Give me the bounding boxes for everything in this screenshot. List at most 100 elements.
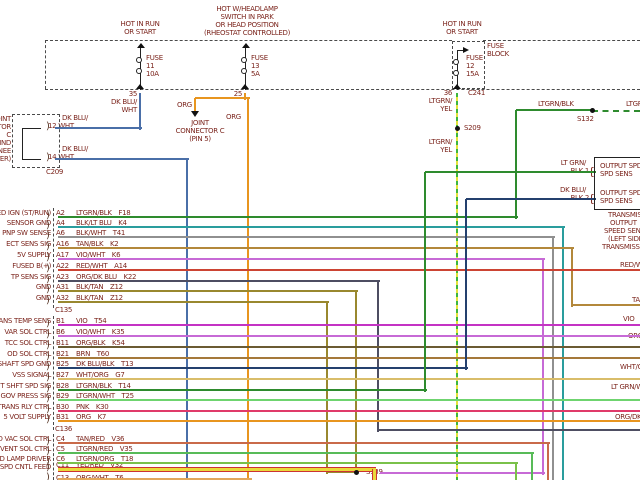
wire-b31	[58, 420, 640, 422]
pin36-hat	[453, 84, 461, 89]
wire-ltgrnblk-s132-dash	[592, 110, 640, 112]
fuse12-label-1: FUSE	[466, 54, 483, 62]
edgelabel-orgdkblu: ORG/DK BLU	[615, 413, 640, 421]
wire-ltgrnblk-s132	[516, 109, 594, 111]
rowval-a6: BLK/WHT T41	[76, 229, 125, 237]
rowlabel-c5: SPD VENT SOL CTRL	[0, 445, 51, 453]
pin35-hat	[136, 84, 144, 89]
sensor-box-row2-2: SPD SENS	[600, 197, 633, 205]
fuse13-label-2: 13	[251, 62, 260, 70]
wire-b11	[58, 346, 640, 348]
header-hot-mid-1: HOT W/HEADLAMP	[216, 5, 278, 13]
fuse-block-label-2: BLOCK	[487, 50, 509, 58]
rowlabel-a16: ECT SENS SIG	[6, 240, 51, 248]
wire-b25	[465, 199, 467, 370]
rowpin-a17: A17	[56, 251, 69, 259]
connector-pin-arc: )	[46, 121, 50, 132]
wire-c11	[372, 469, 377, 480]
fuse11-arrow-icon	[137, 43, 145, 48]
jcc-jumper	[22, 159, 41, 160]
rowlabel-a2: FUSED IGN (ST/RUN)	[0, 209, 51, 217]
sensor-caption-2: OUTPUT	[610, 219, 637, 227]
wire-a32	[326, 302, 328, 474]
rowlabel-b11: TCC SOL CTRL	[4, 339, 52, 347]
fuse11-label-2: 11	[146, 62, 155, 70]
conn-c135: C135	[55, 306, 73, 314]
fuse11-label-1: FUSE	[146, 54, 163, 62]
fuse-hook	[453, 70, 459, 76]
header-hot-mid-3: OR HEAD POSITION	[215, 21, 279, 29]
fuse-hook	[136, 57, 142, 63]
edgelabel-tanblk: TAN/BLK	[632, 296, 640, 304]
wire-a31	[355, 291, 357, 474]
pin-35: 35	[128, 90, 138, 98]
rowpin-c5: C5	[56, 445, 65, 453]
rowlabel-b31: 5 VOLT SUPPLY	[3, 413, 51, 421]
connector-pin-arc: )	[46, 295, 50, 306]
jc-pin14-label-1: DK BLU/	[62, 145, 88, 153]
rowval-b1: VIO T54	[76, 317, 107, 325]
connector-pin-arc: )	[46, 456, 50, 467]
connector-pin-arc: )	[46, 383, 50, 394]
fuse-hook	[241, 57, 247, 63]
connector-pin-arc: )	[46, 230, 50, 241]
conn-c209: C209	[46, 168, 64, 176]
wire-a32	[327, 471, 358, 473]
rowval-a2: LTGRN/BLK F18	[76, 209, 131, 217]
rowpin-c4: C4	[56, 435, 65, 443]
rowlabel-a6: PNP SW SENSE	[2, 229, 51, 237]
rowval-a23: ORG/DK BLU K22	[76, 273, 137, 281]
conn-c241: C241	[468, 89, 486, 97]
rowval-a22: RED/WHT A14	[76, 262, 127, 270]
rowval-b31: ORG K7	[76, 413, 107, 421]
joint-conn-left-2: CONNECTOR	[0, 123, 11, 131]
bracket-c136	[53, 316, 54, 430]
header-hot-mid-4: (RHEOSTAT CONTROLLED)	[203, 29, 291, 37]
rowpin-b31: B31	[56, 413, 69, 421]
wire-b25	[466, 198, 596, 200]
rowpin-b6: B6	[56, 328, 65, 336]
wire-c6	[515, 463, 517, 480]
fuse-block-label-1: FUSE	[487, 42, 504, 50]
rowval-b30: PNK K30	[76, 403, 109, 411]
pin25-hat	[241, 84, 249, 89]
rowlabel-b21: OD SOL CTRL	[7, 350, 51, 358]
pin-36: 36	[443, 89, 453, 97]
wire-c5	[58, 452, 534, 454]
wire-dkbluwht-fuse11	[139, 93, 141, 130]
fuse13-label-1: FUSE	[251, 54, 268, 62]
rowpin-a4: A4	[56, 219, 65, 227]
wire-b29	[58, 399, 640, 401]
splice-dot-s209	[455, 126, 460, 131]
rowlabel-a23: TP SENS SIG	[10, 273, 51, 281]
sensor-caption-5: TRANSMISSION)	[602, 243, 640, 251]
connector-pin-arc: )	[46, 252, 50, 263]
connector-pin-arc: )	[46, 351, 50, 362]
rowpin-b29: B29	[56, 392, 69, 400]
wirelabel-ltgrnyel-bot-1: LTGRN/	[428, 138, 453, 146]
wirelabel-ltgrnyel-top-1: LTGRN/	[428, 97, 453, 105]
wire-a22	[58, 269, 640, 271]
rowlabel-c4: SPD VAC SOL CTRL	[0, 435, 51, 443]
wire-b1	[58, 324, 640, 326]
fuse12-box	[452, 41, 485, 89]
rowpin-a22: A22	[56, 262, 69, 270]
joint-conn-c-arrow-2: CONNECTOR C	[175, 127, 225, 135]
wire-a2	[58, 216, 518, 218]
wire-org	[194, 98, 196, 113]
rowlabel-a31: GND	[35, 283, 51, 291]
connector-pin-arc: )	[46, 436, 50, 447]
bracket-c135	[53, 208, 54, 308]
rowval-b25: DK BLU/BLK T13	[76, 360, 134, 368]
connector-pin-arc: )	[46, 462, 50, 473]
rowpin-a32: A32	[56, 294, 69, 302]
rowpin-b30: B30	[56, 403, 69, 411]
fuse12-arrow-icon	[463, 47, 469, 53]
rowlabel-b28: OUT SHFT SPD SIG	[0, 382, 51, 390]
jc-pin14-label-2: 14 WHT	[48, 153, 74, 161]
sensor-box-row2-1: OUTPUT SPD	[600, 189, 640, 197]
jc-pin12-label-1: DK BLU/	[62, 114, 88, 122]
connector-pin-arc: )	[46, 210, 50, 221]
wire-a31	[58, 290, 358, 292]
fuse-hook	[453, 59, 459, 65]
